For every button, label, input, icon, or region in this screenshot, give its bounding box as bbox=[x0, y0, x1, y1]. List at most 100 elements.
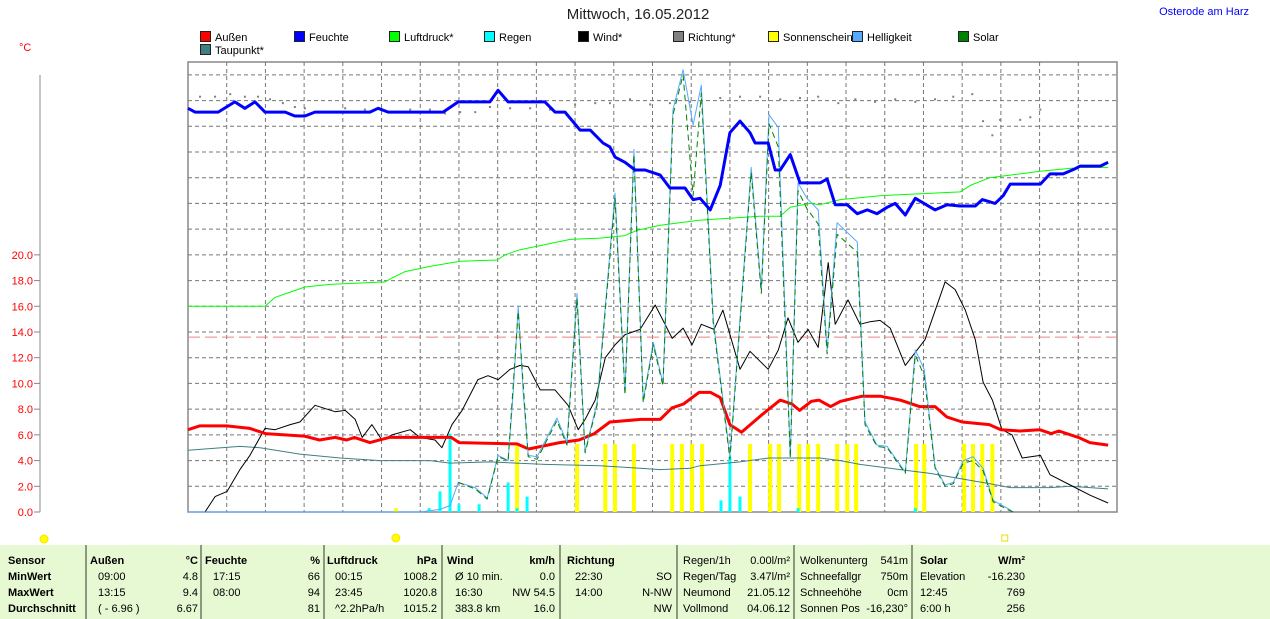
column-header: Luftdruck bbox=[327, 555, 378, 567]
richtung-dot bbox=[759, 95, 762, 98]
legend-swatch-icon bbox=[389, 31, 400, 42]
column-divider bbox=[441, 545, 443, 619]
column-unit: 541m bbox=[880, 555, 908, 567]
y-tick-label: 14.0 bbox=[12, 327, 33, 339]
column-divider bbox=[323, 545, 325, 619]
row-label: Durchschnitt bbox=[8, 603, 76, 615]
column-divider bbox=[559, 545, 561, 619]
richtung-dot bbox=[971, 93, 974, 96]
richtung-dot bbox=[837, 102, 840, 105]
row-value bbox=[8, 569, 82, 585]
legend-label: Richtung* bbox=[688, 32, 736, 44]
richtung-dot bbox=[529, 107, 532, 110]
series-luftdruck-line bbox=[188, 166, 1109, 307]
row-label: Regen/Tag bbox=[683, 571, 737, 583]
legend-label: Solar bbox=[973, 32, 999, 44]
y-tick-label: 0.0 bbox=[18, 507, 33, 519]
column-divider bbox=[793, 545, 795, 619]
row-value: 1020.8 bbox=[403, 587, 437, 599]
richtung-dot bbox=[509, 107, 512, 110]
legend-swatch-icon bbox=[200, 44, 211, 55]
row-value: 21.05.12 bbox=[747, 587, 790, 599]
row-label: ( - 6.96 ) bbox=[98, 603, 140, 615]
richtung-dot bbox=[574, 103, 577, 106]
legend-swatch-icon bbox=[578, 31, 589, 42]
richtung-dot bbox=[303, 107, 306, 110]
sonnenschein-bar bbox=[748, 443, 753, 512]
richtung-dot bbox=[198, 95, 201, 98]
sonnenschein-bar bbox=[768, 443, 773, 512]
y-tick-label: 16.0 bbox=[12, 301, 33, 313]
sonnenschein-bar bbox=[393, 508, 398, 512]
legend-item: Wind* bbox=[578, 31, 622, 44]
row-label: 14:00 bbox=[575, 587, 603, 599]
row-value bbox=[8, 601, 82, 617]
column-unit: hPa bbox=[416, 555, 437, 567]
row-label: 08:00 bbox=[213, 587, 241, 599]
row-label: ^2.2hPa/h bbox=[335, 603, 385, 615]
sonnenschein-bar bbox=[835, 443, 840, 512]
regen-bar bbox=[457, 504, 461, 512]
richtung-dot bbox=[474, 111, 477, 114]
row-value: NW 54.5 bbox=[512, 587, 555, 599]
column-divider bbox=[676, 545, 678, 619]
richtung-dot bbox=[293, 106, 296, 108]
series-taupunkt-line bbox=[187, 445, 1109, 490]
richtung-dot bbox=[914, 100, 917, 103]
column-header: Solar bbox=[920, 555, 948, 567]
sonnenschein-bar bbox=[845, 443, 850, 512]
legend-item: Regen bbox=[484, 31, 531, 44]
row-value: 1015.2 bbox=[403, 603, 437, 615]
regen-bar bbox=[448, 433, 452, 512]
legend-label: Feuchte bbox=[309, 32, 349, 44]
column-header: Sensor bbox=[8, 555, 46, 567]
row-label: Sonnen Pos bbox=[800, 603, 860, 615]
y-tick-label: 8.0 bbox=[18, 404, 33, 416]
sonnenschein-bar bbox=[670, 443, 675, 512]
regen-bar bbox=[438, 491, 442, 512]
row-label: Ø 10 min. bbox=[455, 571, 503, 583]
column-unit: °C bbox=[185, 555, 198, 567]
column-unit: W/m² bbox=[998, 555, 1025, 567]
column-divider bbox=[85, 545, 87, 619]
column-unit: 0.00l/m² bbox=[750, 555, 790, 567]
richtung-dot bbox=[608, 102, 611, 105]
row-value: -16.230 bbox=[987, 571, 1025, 583]
richtung-dot bbox=[1029, 116, 1032, 119]
regen-bar bbox=[913, 508, 917, 512]
sonnenschein-bar bbox=[612, 443, 617, 512]
regen-bar bbox=[525, 496, 529, 512]
richtung-dot bbox=[243, 95, 246, 98]
legend-label: Wind* bbox=[593, 32, 623, 44]
richtung-dot bbox=[999, 118, 1002, 121]
y-tick-label: 2.0 bbox=[18, 481, 33, 493]
row-label: 22:30 bbox=[575, 571, 603, 583]
regen-bar bbox=[719, 500, 723, 512]
sonnenschein-bar bbox=[962, 443, 967, 512]
legend-swatch-icon bbox=[200, 31, 211, 42]
richtung-dot bbox=[798, 97, 801, 99]
sonnenschein-bar bbox=[603, 443, 608, 512]
sonnenschein-bar bbox=[914, 443, 919, 512]
richtung-dot bbox=[629, 98, 632, 101]
row-value: 750m bbox=[880, 571, 908, 583]
richtung-dot bbox=[269, 98, 272, 101]
location-link[interactable]: Osterode am Harz bbox=[1159, 6, 1249, 18]
regen-bar bbox=[796, 508, 800, 512]
row-label: 00:15 bbox=[335, 571, 363, 583]
sonnenschein-bar bbox=[806, 443, 811, 512]
row-label: 12:45 bbox=[920, 587, 948, 599]
row-value: 66 bbox=[307, 571, 320, 583]
legend-swatch-icon bbox=[768, 31, 779, 42]
row-value: 6.67 bbox=[176, 603, 198, 615]
legend-item: Helligkeit bbox=[852, 31, 912, 44]
sonnenschein-bar bbox=[922, 443, 927, 512]
legend-label: Luftdruck* bbox=[404, 32, 454, 44]
sonnenschein-bar bbox=[515, 443, 520, 512]
sunset-icon bbox=[1001, 534, 1009, 542]
richtung-dot bbox=[952, 95, 955, 98]
richtung-dot bbox=[982, 120, 985, 123]
regen-bar bbox=[728, 456, 732, 512]
richtung-dot bbox=[719, 97, 722, 99]
row-label: MinWert bbox=[8, 571, 52, 583]
